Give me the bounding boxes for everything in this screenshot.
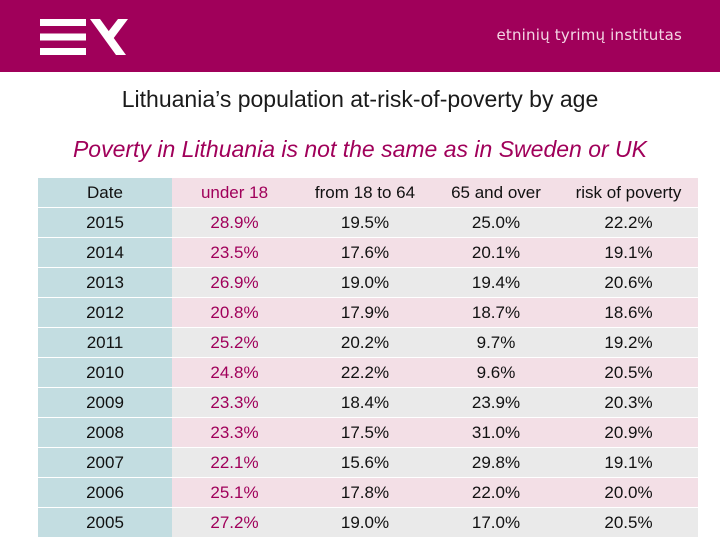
- table-row: 2005 27.2% 19.0% 17.0% 20.5%: [38, 507, 698, 538]
- brand-name: etninių tyrimų institutas: [496, 26, 682, 44]
- cell-under-18: 23.3%: [172, 417, 297, 448]
- cell-risk-of-poverty: 20.5%: [559, 357, 698, 388]
- table-row: 2013 26.9% 19.0% 19.4% 20.6%: [38, 267, 698, 298]
- poverty-table: Date under 18 from 18 to 64 65 and over …: [38, 178, 698, 538]
- header-under-18: under 18: [172, 178, 297, 208]
- cell-65-and-over: 19.4%: [433, 267, 559, 298]
- cell-under-18: 27.2%: [172, 507, 297, 538]
- table-row: 2015 28.9% 19.5% 25.0% 22.2%: [38, 207, 698, 238]
- table-row: 2007 22.1% 15.6% 29.8% 19.1%: [38, 447, 698, 478]
- cell-risk-of-poverty: 20.5%: [559, 507, 698, 538]
- cell-under-18: 23.5%: [172, 237, 297, 268]
- cell-date: 2007: [38, 447, 172, 478]
- cell-18-to-64: 20.2%: [297, 327, 433, 358]
- cell-65-and-over: 22.0%: [433, 477, 559, 508]
- cell-65-and-over: 9.7%: [433, 327, 559, 358]
- table-row: 2012 20.8% 17.9% 18.7% 18.6%: [38, 297, 698, 328]
- cell-date: 2006: [38, 477, 172, 508]
- cell-date: 2015: [38, 207, 172, 238]
- cell-risk-of-poverty: 19.1%: [559, 447, 698, 478]
- table-header-row: Date under 18 from 18 to 64 65 and over …: [38, 178, 698, 208]
- slide-title: Lithuania’s population at-risk-of-povert…: [121, 86, 599, 112]
- cell-date: 2014: [38, 237, 172, 268]
- cell-under-18: 24.8%: [172, 357, 297, 388]
- cell-risk-of-poverty: 19.1%: [559, 237, 698, 268]
- header-65-and-over: 65 and over: [433, 178, 559, 208]
- cell-date: 2005: [38, 507, 172, 538]
- cell-risk-of-poverty: 19.2%: [559, 327, 698, 358]
- table-row: 2010 24.8% 22.2% 9.6% 20.5%: [38, 357, 698, 388]
- cell-risk-of-poverty: 20.3%: [559, 387, 698, 418]
- table-row: 2009 23.3% 18.4% 23.9% 20.3%: [38, 387, 698, 418]
- cell-65-and-over: 18.7%: [433, 297, 559, 328]
- cell-18-to-64: 18.4%: [297, 387, 433, 418]
- cell-risk-of-poverty: 22.2%: [559, 207, 698, 238]
- cell-18-to-64: 19.0%: [297, 267, 433, 298]
- cell-18-to-64: 19.0%: [297, 507, 433, 538]
- table-row: 2008 23.3% 17.5% 31.0% 20.9%: [38, 417, 698, 448]
- ett-logo-icon: [40, 19, 128, 55]
- cell-65-and-over: 31.0%: [433, 417, 559, 448]
- cell-18-to-64: 17.8%: [297, 477, 433, 508]
- slide-subtitle: Poverty in Lithuania is not the same as …: [72, 136, 648, 162]
- header-18-to-64: from 18 to 64: [297, 178, 433, 208]
- cell-risk-of-poverty: 20.6%: [559, 267, 698, 298]
- cell-under-18: 28.9%: [172, 207, 297, 238]
- table-row: 2014 23.5% 17.6% 20.1% 19.1%: [38, 237, 698, 268]
- cell-date: 2009: [38, 387, 172, 418]
- cell-18-to-64: 15.6%: [297, 447, 433, 478]
- header-risk-of-poverty: risk of poverty: [559, 178, 698, 208]
- cell-18-to-64: 22.2%: [297, 357, 433, 388]
- cell-under-18: 23.3%: [172, 387, 297, 418]
- table-row: 2011 25.2% 20.2% 9.7% 19.2%: [38, 327, 698, 358]
- cell-65-and-over: 9.6%: [433, 357, 559, 388]
- cell-18-to-64: 17.6%: [297, 237, 433, 268]
- cell-65-and-over: 23.9%: [433, 387, 559, 418]
- cell-65-and-over: 29.8%: [433, 447, 559, 478]
- cell-18-to-64: 17.5%: [297, 417, 433, 448]
- header-bar: etninių tyrimų institutas: [0, 0, 720, 72]
- cell-date: 2012: [38, 297, 172, 328]
- cell-under-18: 22.1%: [172, 447, 297, 478]
- header-date: Date: [38, 178, 172, 208]
- cell-18-to-64: 19.5%: [297, 207, 433, 238]
- cell-65-and-over: 25.0%: [433, 207, 559, 238]
- cell-65-and-over: 20.1%: [433, 237, 559, 268]
- cell-under-18: 26.9%: [172, 267, 297, 298]
- cell-65-and-over: 17.0%: [433, 507, 559, 538]
- cell-18-to-64: 17.9%: [297, 297, 433, 328]
- cell-risk-of-poverty: 20.9%: [559, 417, 698, 448]
- cell-under-18: 25.2%: [172, 327, 297, 358]
- cell-date: 2010: [38, 357, 172, 388]
- cell-under-18: 20.8%: [172, 297, 297, 328]
- cell-risk-of-poverty: 20.0%: [559, 477, 698, 508]
- table-row: 2006 25.1% 17.8% 22.0% 20.0%: [38, 477, 698, 508]
- cell-date: 2008: [38, 417, 172, 448]
- cell-date: 2011: [38, 327, 172, 358]
- cell-under-18: 25.1%: [172, 477, 297, 508]
- cell-date: 2013: [38, 267, 172, 298]
- cell-risk-of-poverty: 18.6%: [559, 297, 698, 328]
